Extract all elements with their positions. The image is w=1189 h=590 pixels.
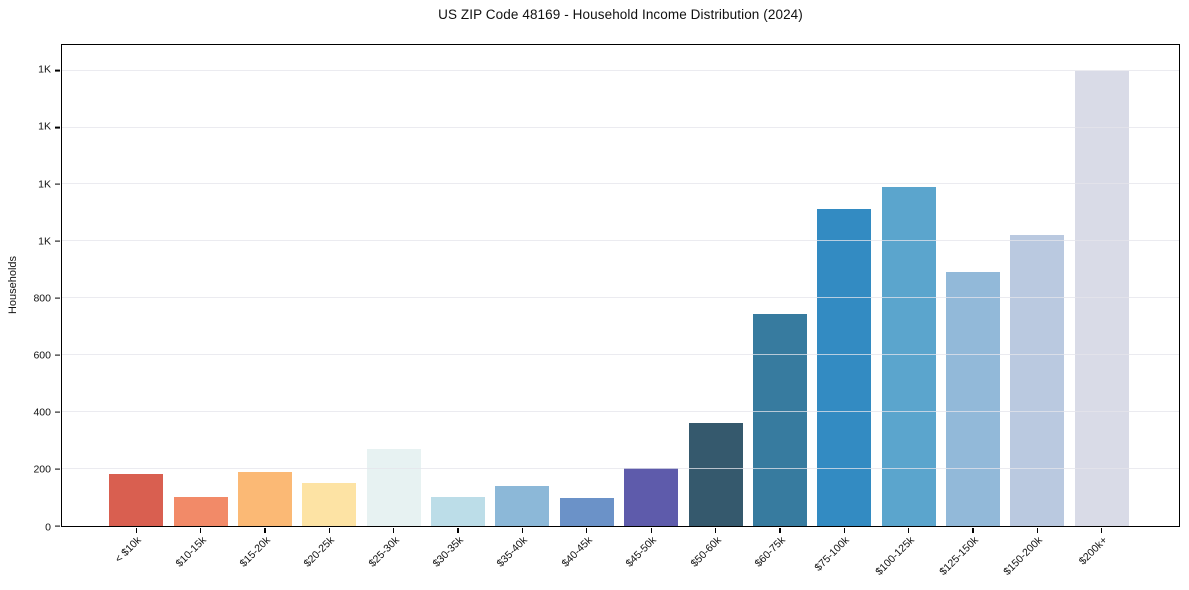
bar-35-40k <box>495 486 550 526</box>
bar-slot: $25-30k <box>362 45 426 570</box>
x-tick-mark <box>328 528 330 533</box>
bar-10k <box>109 473 164 526</box>
bar-slot: $75-100k <box>812 45 876 574</box>
bar-slot: $125-150k <box>937 45 1005 578</box>
x-tick-label-text: $40-45k <box>559 534 595 570</box>
y-tick-label: 600 <box>33 349 51 362</box>
bar-15-20k <box>237 471 292 526</box>
x-tick-label-text: $75-100k <box>812 534 853 574</box>
x-tick-label-text: $60-75k <box>752 534 788 570</box>
x-tick-mark <box>1036 528 1039 533</box>
bar-45-50k <box>624 467 679 526</box>
bar-slot: $50-60k <box>683 45 747 570</box>
x-tick-mark <box>908 528 910 533</box>
y-tick-mark <box>55 70 60 72</box>
bar-slot: $40-45k <box>555 45 619 570</box>
x-tick-mark <box>135 528 137 533</box>
x-tick-label-text: $30-35k <box>430 534 466 570</box>
x-tick-label: $200k+ <box>1077 534 1137 567</box>
y-axis: 0 200 400 600 800 1K 1K 1K 1K <box>0 44 61 531</box>
y-tick-label: 400 <box>33 406 51 419</box>
bar-slot: $10-15k <box>168 45 232 570</box>
bar-10-15k <box>173 497 228 526</box>
x-tick-label: $100-125k <box>873 534 959 578</box>
x-tick-label-text: $45-50k <box>623 534 659 570</box>
bar-100-125k <box>881 187 936 526</box>
x-tick-label: $60-75k <box>752 534 818 569</box>
y-tick-mark <box>55 468 60 470</box>
x-tick-label-text: < $10k <box>112 534 144 566</box>
bar-125-150k <box>946 271 1001 526</box>
y-tick-mark <box>55 240 60 242</box>
x-tick-label-text: $15-20k <box>237 534 273 570</box>
bar-slot: $60-75k <box>748 45 812 570</box>
y-tick-label: 200 <box>33 463 51 476</box>
x-tick-label: $20-25k <box>302 534 367 569</box>
y-tick-mark <box>55 354 60 356</box>
x-tick-label: $125-150k <box>937 534 1023 578</box>
x-tick-label: $75-100k <box>813 534 888 573</box>
x-tick-label-text: $10-15k <box>173 534 209 570</box>
y-tick-label: 1K <box>38 63 51 76</box>
x-tick-label-text: $20-25k <box>301 534 338 570</box>
bar-slot: $35-40k <box>490 45 554 570</box>
bar-30-35k <box>431 497 486 526</box>
x-tick-mark <box>393 528 395 533</box>
y-tick-label: 1K <box>38 120 51 133</box>
bar-slot: $15-20k <box>233 45 297 570</box>
x-tick-label-text: $35-40k <box>494 534 531 570</box>
x-tick-label: $45-50k <box>624 534 689 569</box>
x-tick-label: $35-40k <box>495 534 560 569</box>
x-tick-label: $30-35k <box>431 534 496 569</box>
bar-slot: $20-25k <box>297 45 361 570</box>
x-tick-mark <box>714 528 717 533</box>
x-tick-label: $15-20k <box>237 534 303 569</box>
bar-25-30k <box>366 448 421 526</box>
x-tick-mark <box>521 528 524 533</box>
y-tick-mark <box>55 525 60 527</box>
y-tick-mark <box>55 126 60 129</box>
y-tick-label: 1K <box>38 177 51 190</box>
x-tick-mark <box>650 528 652 533</box>
bar-slot: < $10k <box>104 45 168 565</box>
bar-slot: $100-125k <box>873 45 941 578</box>
x-tick-label-text: $50-60k <box>688 534 724 570</box>
bar-row: < $10k $10-15k $15-20k $20-25k $25-30k $30-35… <box>62 45 1179 578</box>
bar-40-45k <box>559 498 614 526</box>
bar-75-100k <box>817 208 872 526</box>
y-tick-label: 800 <box>33 292 51 305</box>
bar-60-75k <box>752 313 807 526</box>
x-tick-mark <box>1101 528 1103 533</box>
bar-slot: $30-35k <box>426 45 490 570</box>
x-tick-label-text: $25-30k <box>366 534 402 570</box>
x-tick-mark <box>457 528 459 533</box>
x-tick-mark <box>264 528 266 533</box>
x-tick-label: $150-200k <box>1002 534 1087 578</box>
y-tick-label: 1K <box>38 234 51 247</box>
y-tick-mark <box>55 183 60 186</box>
bar-150-200k <box>1010 235 1065 526</box>
x-tick-mark <box>843 528 845 533</box>
plot-area: < $10k $10-15k $15-20k $20-25k $25-30k $30-35… <box>55 44 1180 578</box>
x-tick-label: < $10k <box>113 534 168 565</box>
x-tick-label: $10-15k <box>173 534 239 569</box>
x-tick-label: $40-45k <box>559 534 625 569</box>
bar-slot: $45-50k <box>619 45 683 570</box>
y-tick-mark <box>55 297 60 299</box>
chart-title: US ZIP Code 48169 - Household Income Dis… <box>438 7 803 22</box>
bar-50-60k <box>688 423 743 526</box>
bar-slot: $200k+ <box>1070 45 1134 567</box>
x-tick-label: $50-60k <box>688 534 754 569</box>
x-tick-mark <box>199 528 202 533</box>
bar-slot: $150-200k <box>1002 45 1069 578</box>
y-tick-mark <box>55 411 60 413</box>
x-tick-label: $25-30k <box>366 534 432 569</box>
bar-200k <box>1074 70 1129 526</box>
x-tick-mark <box>586 528 588 533</box>
bar-20-25k <box>302 483 357 526</box>
x-tick-mark <box>972 528 974 533</box>
x-tick-mark <box>779 528 781 533</box>
y-tick-label: 0 <box>45 520 51 533</box>
